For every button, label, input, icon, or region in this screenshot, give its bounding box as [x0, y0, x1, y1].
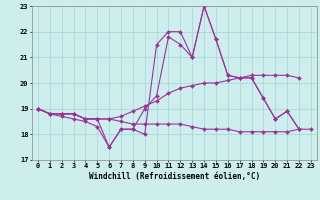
X-axis label: Windchill (Refroidissement éolien,°C): Windchill (Refroidissement éolien,°C) [89, 172, 260, 181]
